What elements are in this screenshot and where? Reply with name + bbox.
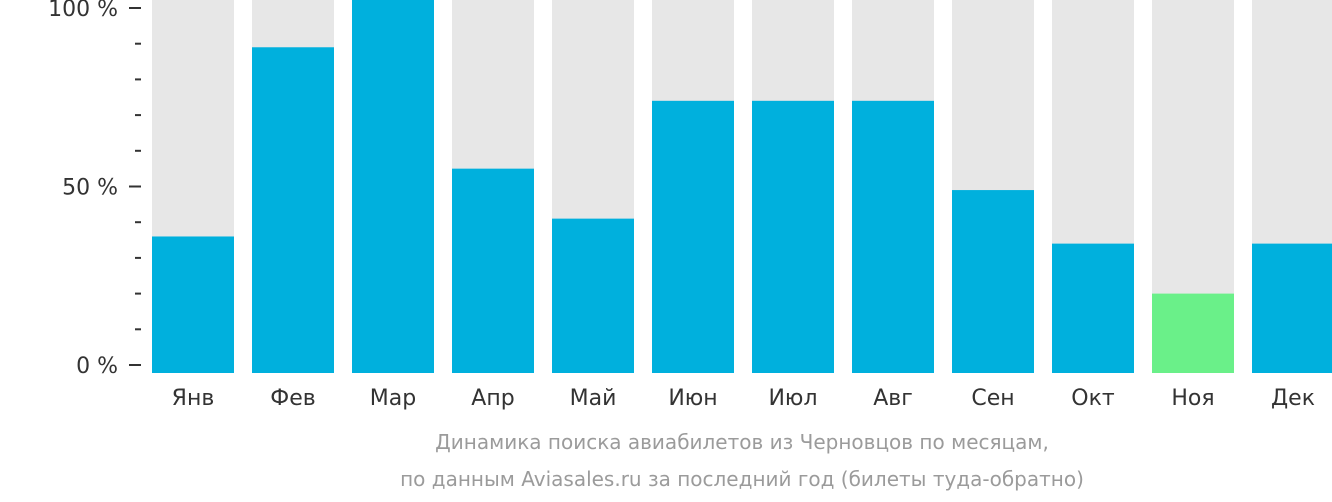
bar (952, 190, 1034, 373)
bar (752, 100, 834, 373)
x-tick-label: Дек (1271, 386, 1315, 411)
y-tick-label: 50 % (62, 176, 118, 201)
x-tick-label: Апр (471, 386, 514, 411)
x-tick-label: Авг (873, 386, 913, 411)
bar (852, 100, 934, 373)
x-tick-label: Сен (971, 386, 1014, 411)
bar-chart: Янв Фев Мар Апр Май Июн Июл Авг Сен Окт Ноя Дек 0 % 5… (48, 0, 1332, 411)
x-tick-label: Янв (172, 386, 215, 411)
x-tick-label: Июл (768, 386, 817, 411)
x-tick-label: Июн (668, 386, 717, 411)
chart-caption-line-1: Динамика поиска авиабилетов из Черновцов… (435, 430, 1049, 454)
bar (1052, 243, 1134, 373)
bar (152, 236, 234, 373)
bar (652, 100, 734, 373)
x-tick-label: Мар (370, 386, 416, 411)
y-tick-label: 0 % (76, 354, 118, 379)
x-tick-label: Ноя (1171, 386, 1214, 411)
bar (1252, 243, 1332, 373)
bar (452, 168, 534, 373)
bar (552, 218, 634, 373)
x-tick-label: Май (570, 386, 617, 411)
bar (1152, 293, 1234, 373)
bar (352, 0, 434, 373)
bar (252, 47, 334, 374)
chart-caption-line-2: по данным Aviasales.ru за последний год … (400, 467, 1084, 491)
x-tick-label: Фев (270, 386, 315, 411)
y-tick-label: 100 % (48, 0, 118, 22)
x-tick-label: Окт (1071, 386, 1115, 411)
